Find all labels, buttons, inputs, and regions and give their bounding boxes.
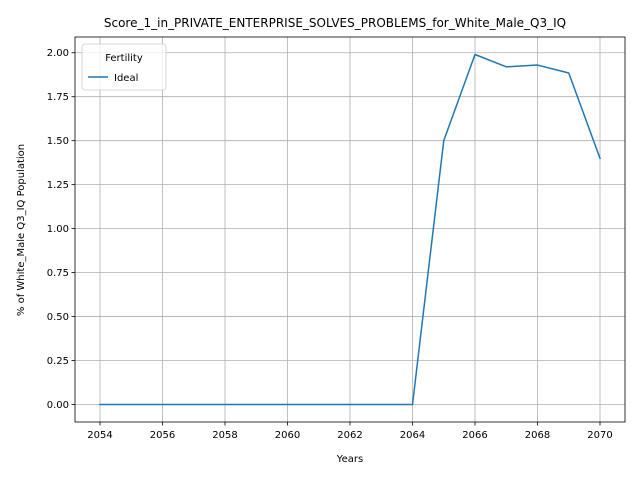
- y-tick-label: 1.25: [47, 180, 69, 191]
- x-tick-label: 2064: [400, 430, 425, 441]
- x-tick-label: 2066: [462, 430, 487, 441]
- y-tick-label: 1.75: [47, 92, 69, 103]
- y-tick-label: 0.75: [47, 268, 69, 279]
- legend: Fertility Ideal: [81, 43, 167, 91]
- chart-title: Score_1_in_PRIVATE_ENTERPRISE_SOLVES_PRO…: [104, 16, 566, 30]
- legend-title: Fertility: [105, 53, 143, 64]
- x-tick-label: 2062: [337, 430, 362, 441]
- x-tick-label: 2054: [87, 430, 112, 441]
- y-tick-label: 0.50: [47, 312, 69, 323]
- x-tick-label: 2056: [150, 430, 175, 441]
- y-tick-label: 2.00: [47, 48, 69, 59]
- x-tick-label: 2070: [587, 430, 612, 441]
- y-axis: 0.00 0.25 0.50 0.75 1.00 1.25 1.50 1.75 2.00: [47, 48, 75, 411]
- y-tick-label: 0.25: [47, 356, 69, 367]
- y-tick-label: 1.00: [47, 224, 69, 235]
- y-axis-label: % of White_Male Q3_IQ Population: [16, 144, 27, 316]
- x-tick-label: 2060: [275, 430, 300, 441]
- x-tick-label: 2068: [525, 430, 550, 441]
- y-tick-label: 0.00: [47, 400, 69, 411]
- x-axis-label: Years: [336, 454, 363, 465]
- series-line-ideal: [99, 53, 601, 406]
- legend-box: [81, 43, 167, 91]
- y-tick-label: 1.50: [47, 136, 69, 147]
- x-tick-label: 2058: [212, 430, 237, 441]
- x-axis: 2054 2056 2058 2060 2062 2064 2066 2068 2070: [87, 422, 613, 441]
- legend-label-ideal: Ideal: [114, 73, 138, 84]
- series-layer: [99, 53, 601, 406]
